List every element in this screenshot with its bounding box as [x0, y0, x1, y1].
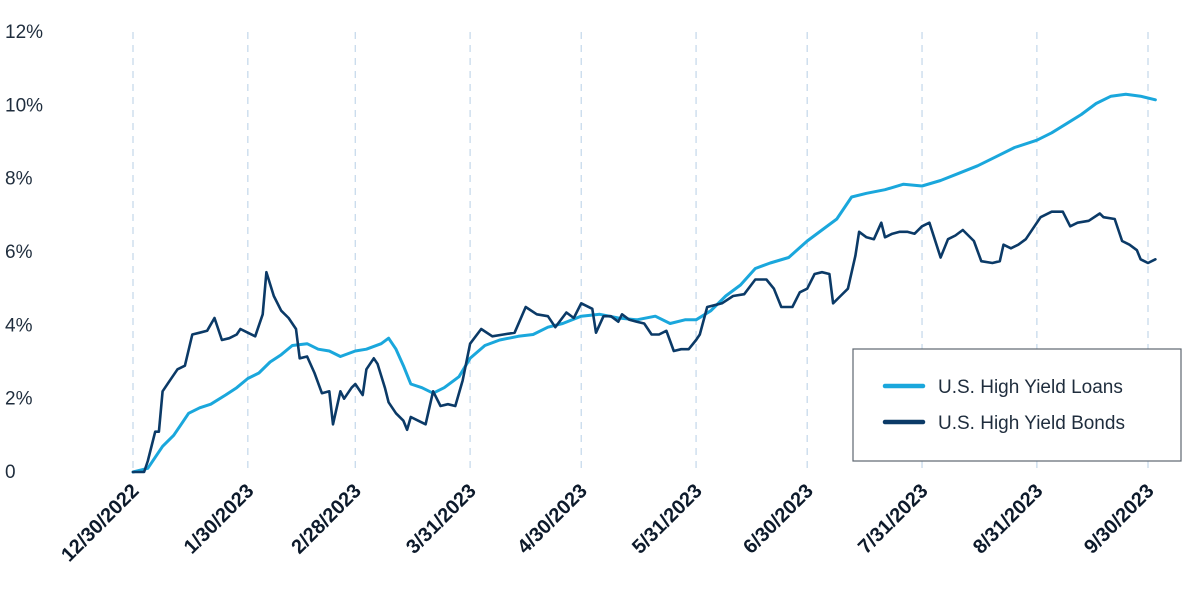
x-tick-label: 9/30/2023 — [1080, 480, 1158, 558]
x-tick-label: 8/31/2023 — [969, 480, 1047, 558]
y-tick-label: 2% — [5, 389, 33, 410]
series-line-bonds — [131, 210, 1157, 474]
y-axis: 0 2% 4% 6% 8% 10% 12% — [5, 22, 43, 483]
x-tick-label: 5/31/2023 — [628, 480, 706, 558]
x-tick-label: 7/31/2023 — [854, 480, 932, 558]
x-tick-label: 3/31/2023 — [402, 480, 480, 558]
y-tick-label: 4% — [5, 315, 33, 336]
y-tick-label: 12% — [5, 22, 43, 43]
x-tick-label: 2/28/2023 — [287, 480, 365, 558]
y-tick-label: 6% — [5, 242, 33, 263]
legend-box — [852, 348, 1182, 462]
x-tick-label: 6/30/2023 — [739, 480, 817, 558]
y-tick-label: 10% — [5, 95, 43, 116]
x-tick-label: 4/30/2023 — [513, 480, 591, 558]
y-tick-label: 8% — [5, 169, 33, 190]
x-tick-label: 12/30/2022 — [57, 480, 143, 566]
legend-label-bonds: U.S. High Yield Bonds — [938, 413, 1125, 434]
x-tick-label: 1/30/2023 — [180, 480, 258, 558]
legend-label-loans: U.S. High Yield Loans — [938, 377, 1123, 398]
series-lines — [131, 92, 1157, 474]
legend: U.S. High Yield Loans U.S. High Yield Bo… — [852, 348, 1182, 462]
x-axis: 12/30/2022 1/30/2023 2/28/2023 3/31/2023 4/3… — [57, 480, 1158, 566]
y-tick-label: 0 — [5, 462, 16, 483]
